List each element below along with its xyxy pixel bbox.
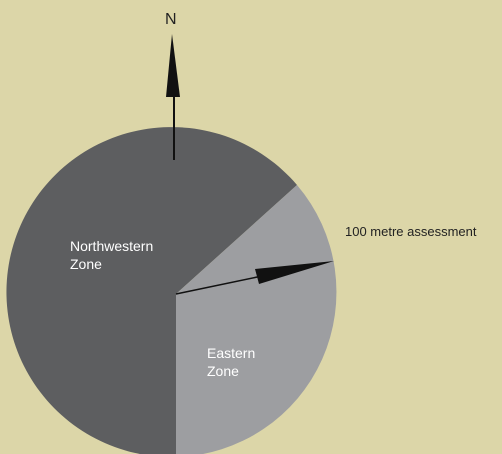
north-label: N: [165, 11, 177, 28]
north-arrow-head: [166, 34, 180, 97]
eastern-zone-label-line1: Eastern: [207, 345, 256, 361]
eastern-zone-sector: [176, 185, 337, 454]
eastern-zone-label-line2: Zone: [207, 363, 239, 379]
assessment-radius-arrowhead: [255, 261, 334, 284]
assessment-radius-line: [175, 275, 263, 295]
northwestern-zone-label-line2: Zone: [70, 256, 102, 272]
northwestern-zone-sector: [6, 127, 297, 454]
assessment-label: 100 metre assessment: [345, 224, 477, 239]
northwestern-zone-label-line1: Northwestern: [70, 238, 154, 254]
